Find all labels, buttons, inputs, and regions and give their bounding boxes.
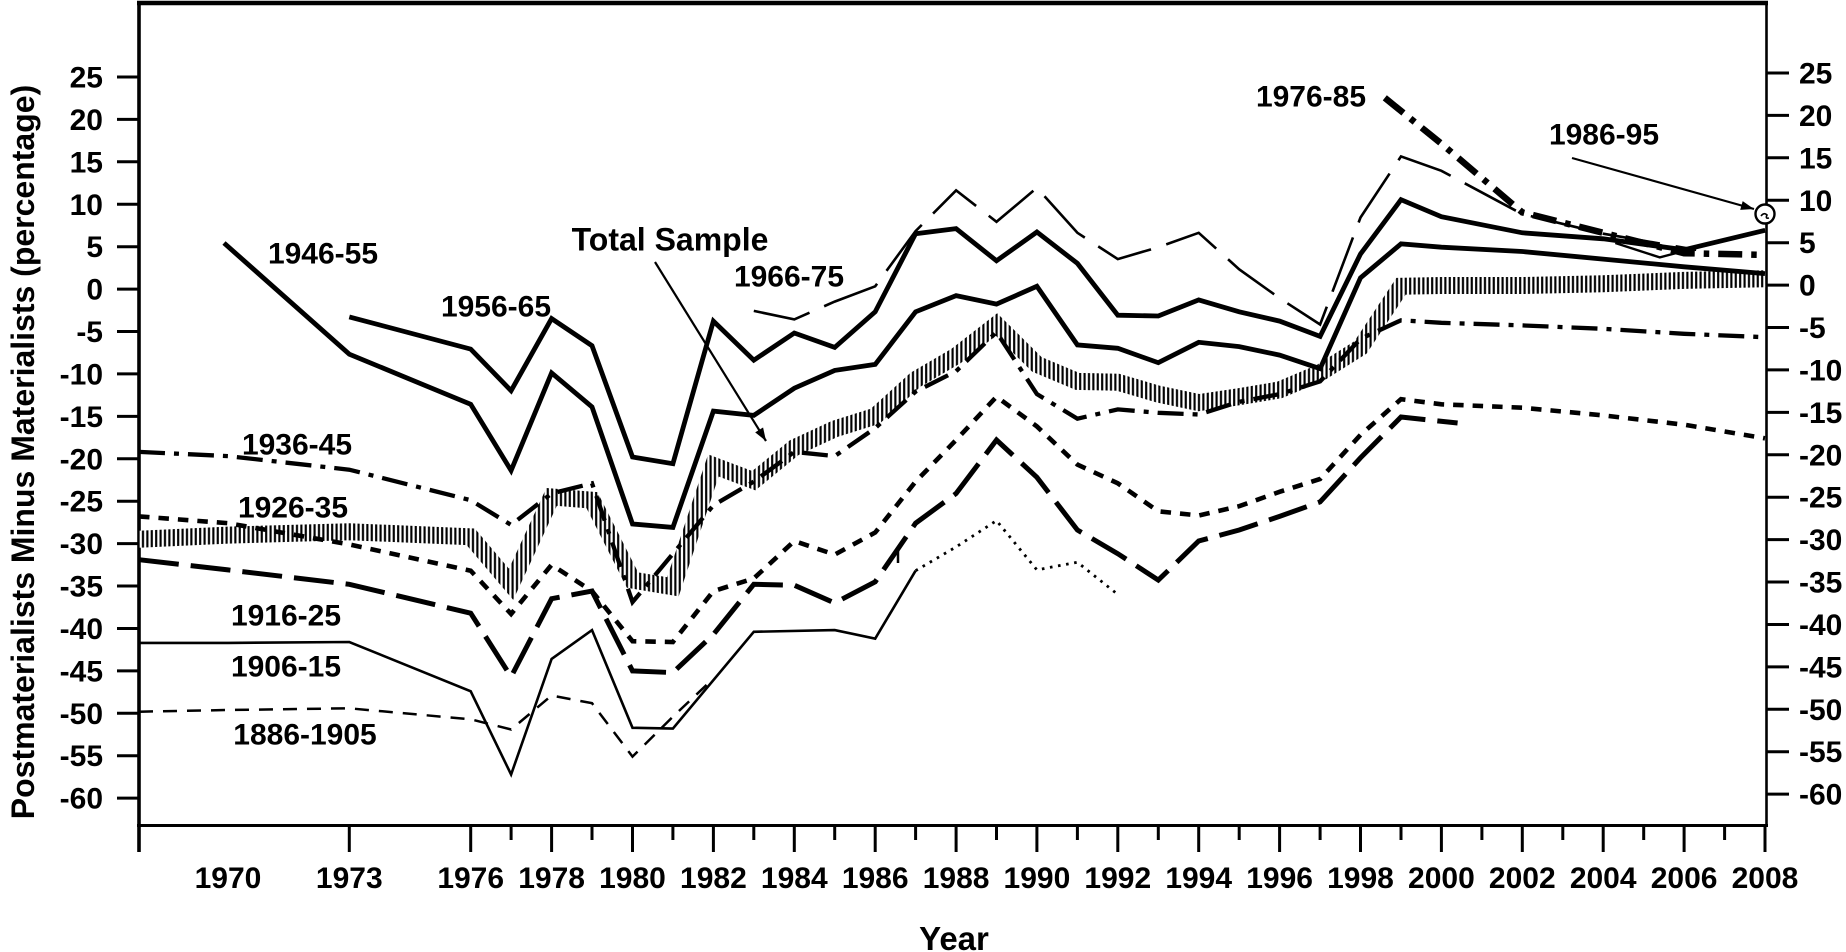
svg-text:1956-65: 1956-65	[441, 291, 551, 324]
svg-text:1936-45: 1936-45	[242, 429, 352, 462]
svg-text:-10: -10	[1799, 354, 1842, 387]
svg-text:-20: -20	[60, 443, 103, 476]
svg-text:1996: 1996	[1246, 862, 1313, 895]
svg-text:1976-85: 1976-85	[1256, 81, 1366, 114]
svg-text:15: 15	[1799, 142, 1832, 175]
svg-text:1916-25: 1916-25	[231, 600, 341, 633]
svg-text:2002: 2002	[1489, 862, 1556, 895]
svg-text:25: 25	[70, 62, 103, 95]
svg-text:-50: -50	[1799, 694, 1842, 727]
svg-text:-10: -10	[60, 358, 103, 391]
svg-text:Year: Year	[919, 920, 989, 952]
svg-text:-60: -60	[60, 783, 103, 816]
svg-text:-35: -35	[1799, 567, 1842, 600]
svg-text:-35: -35	[60, 571, 103, 604]
svg-text:20: 20	[70, 104, 103, 137]
svg-text:1978: 1978	[518, 862, 585, 895]
svg-text:-30: -30	[60, 528, 103, 561]
svg-text:-15: -15	[60, 401, 103, 434]
svg-text:1994: 1994	[1165, 862, 1232, 895]
svg-text:Total Sample: Total Sample	[572, 222, 769, 258]
svg-text:-60: -60	[1799, 779, 1842, 812]
svg-text:-5: -5	[1799, 312, 1826, 345]
svg-text:-15: -15	[1799, 397, 1842, 430]
svg-text:-25: -25	[60, 486, 103, 519]
svg-text:1998: 1998	[1327, 862, 1394, 895]
svg-text:-40: -40	[60, 613, 103, 646]
svg-text:10: 10	[1799, 185, 1832, 218]
svg-text:5: 5	[86, 231, 103, 264]
svg-text:-45: -45	[1799, 651, 1842, 684]
svg-text:1966-75: 1966-75	[734, 261, 844, 294]
svg-text:1984: 1984	[761, 862, 828, 895]
svg-text:1976: 1976	[437, 862, 504, 895]
svg-text:1886-1905: 1886-1905	[233, 719, 376, 752]
svg-text:2008: 2008	[1732, 862, 1799, 895]
svg-text:-55: -55	[60, 740, 103, 773]
svg-text:0: 0	[1799, 270, 1816, 303]
svg-text:1986-95: 1986-95	[1549, 119, 1659, 152]
svg-text:1986: 1986	[842, 862, 909, 895]
svg-text:10: 10	[70, 189, 103, 222]
svg-text:-50: -50	[60, 698, 103, 731]
svg-text:-25: -25	[1799, 482, 1842, 515]
svg-text:5: 5	[1799, 227, 1816, 260]
svg-text:1906-15: 1906-15	[231, 651, 341, 684]
svg-text:1926-35: 1926-35	[238, 492, 348, 525]
svg-text:25: 25	[1799, 58, 1832, 91]
svg-text:1980: 1980	[599, 862, 666, 895]
svg-text:1973: 1973	[316, 862, 383, 895]
svg-text:-45: -45	[60, 655, 103, 688]
svg-text:1946-55: 1946-55	[268, 238, 378, 271]
svg-text:-5: -5	[76, 316, 103, 349]
svg-text:0: 0	[86, 274, 103, 307]
svg-text:1990: 1990	[1004, 862, 1071, 895]
svg-text:2006: 2006	[1651, 862, 1718, 895]
svg-text:1970: 1970	[195, 862, 262, 895]
svg-text:2004: 2004	[1570, 862, 1637, 895]
svg-text:1988: 1988	[923, 862, 990, 895]
svg-text:2000: 2000	[1408, 862, 1475, 895]
svg-text:15: 15	[70, 146, 103, 179]
svg-text:Postmaterialists Minus Materia: Postmaterialists Minus Materialists (per…	[5, 85, 41, 819]
svg-text:1992: 1992	[1084, 862, 1151, 895]
svg-text:20: 20	[1799, 100, 1832, 133]
svg-text:-20: -20	[1799, 439, 1842, 472]
svg-text:-30: -30	[1799, 524, 1842, 557]
svg-text:1982: 1982	[680, 862, 747, 895]
svg-text:-55: -55	[1799, 736, 1842, 769]
svg-text:-40: -40	[1799, 609, 1842, 642]
